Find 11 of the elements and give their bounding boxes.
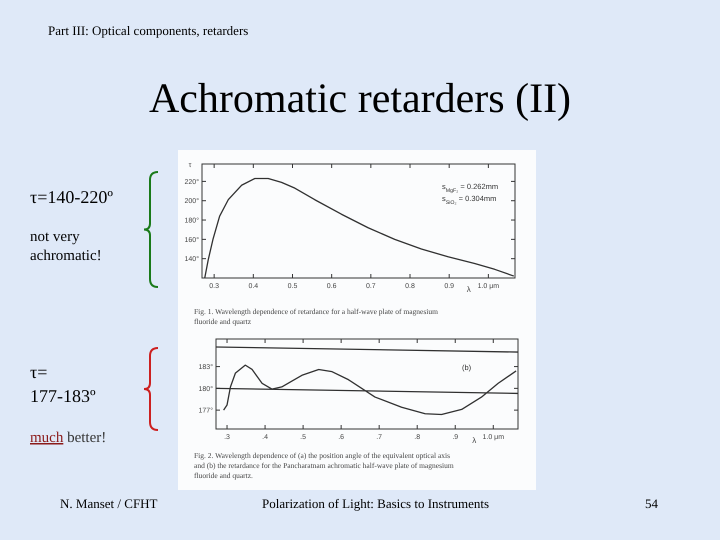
text: Polarization of Light: Basics to Instruments	[262, 496, 490, 511]
text: much better!	[30, 430, 106, 446]
text: τ=140-220º	[30, 187, 114, 207]
text: not very achromatic!	[30, 229, 102, 264]
text: Achromatic retarders (II)	[148, 76, 572, 122]
text: τ= 177-183º	[30, 362, 96, 406]
x-axis-title: λ	[472, 436, 476, 445]
text: Part III: Optical components, retarders	[48, 23, 248, 38]
text: 54	[645, 496, 658, 511]
x-axis-title: λ	[466, 285, 471, 294]
text: N. Manset / CFHT	[60, 496, 158, 511]
